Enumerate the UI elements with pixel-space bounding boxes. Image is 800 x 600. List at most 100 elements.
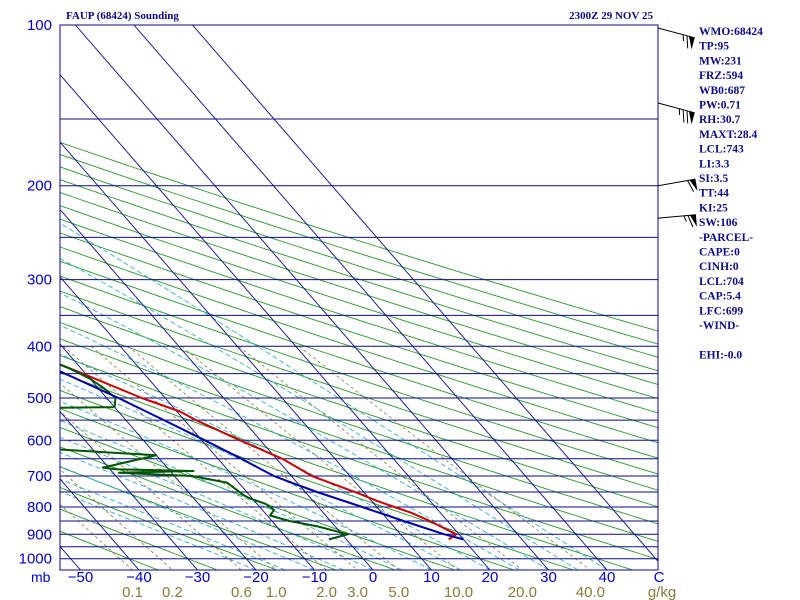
mixing-ratio-axis: 0.1 0.2 0.6 1.0 2.0 3.0 5.0 10.0 20.0 40.0 g/kg xyxy=(122,584,676,600)
dry-adiabat xyxy=(60,260,658,459)
mixing-ratio-line xyxy=(181,345,459,570)
wind-barb-staff xyxy=(657,102,695,114)
wind-barb xyxy=(657,27,695,50)
temperature-tick-label: 40 xyxy=(599,569,616,586)
index-line: WB0:687 xyxy=(699,85,745,97)
moist-adiabat xyxy=(60,419,403,570)
isotherm xyxy=(192,25,658,563)
mixing-ratio-line xyxy=(60,382,277,570)
moist-adiabat xyxy=(60,257,579,570)
dry-adiabat xyxy=(60,426,455,570)
dry-adiabat xyxy=(60,205,658,400)
wind-barb xyxy=(657,214,697,228)
pressure-tick-label: 300 xyxy=(27,272,52,289)
mixing-ratio-label: 2.0 xyxy=(316,584,337,600)
dry-adiabat xyxy=(60,321,658,525)
dry-adiabat xyxy=(60,290,658,491)
mixing-ratio-label: 20.0 xyxy=(508,584,537,600)
wind-barb-flag xyxy=(687,180,695,192)
wind-barbs xyxy=(657,27,698,228)
wind-barb-staff xyxy=(657,178,696,187)
index-line: PW:0.71 xyxy=(699,100,741,112)
dry-adiabat xyxy=(60,408,515,570)
index-line: MAXT:28.4 xyxy=(699,129,757,141)
dry-adiabat xyxy=(60,306,658,508)
mixing-ratio-label: 10.0 xyxy=(444,584,473,600)
pressure-tick-label: 900 xyxy=(27,526,52,543)
wind-barb-flag xyxy=(686,35,689,49)
wind-barb xyxy=(657,178,698,192)
pressure-tick-label: 500 xyxy=(27,390,52,407)
dry-adiabat xyxy=(60,354,658,560)
dry-adiabat xyxy=(60,246,658,444)
wind-barb-pennant xyxy=(689,179,698,191)
isotherm xyxy=(60,73,491,570)
wind-barb-pennant xyxy=(688,111,695,125)
wind-barb xyxy=(657,102,695,125)
mixing-ratio-label: 0.2 xyxy=(162,584,183,600)
mixing-ratio-line xyxy=(60,469,173,570)
isotherm xyxy=(60,208,374,570)
dry-adiabat xyxy=(60,275,658,475)
temperature-axis: −50 −40 −30 −20 −10 0 10 20 30 40 C xyxy=(68,569,665,586)
pressure-tick-label: 200 xyxy=(27,178,52,195)
index-line: KI:25 xyxy=(699,202,728,214)
temperature-tick-label: −30 xyxy=(185,569,210,586)
chart-time: 2300Z 29 NOV 25 xyxy=(569,10,653,22)
mixing-ratio-label: 40.0 xyxy=(576,584,605,600)
temperature-tick-label: −50 xyxy=(68,569,93,586)
isotherm xyxy=(60,276,315,570)
index-line: CAP:5.4 xyxy=(699,291,741,303)
plot-frame xyxy=(59,24,659,571)
mixing-ratio-line xyxy=(90,345,358,570)
temperature-tick-label: 0 xyxy=(369,569,377,586)
index-line: TP:95 xyxy=(699,41,729,53)
temperature-tick-label: 30 xyxy=(540,569,557,586)
mixing-ratio-line xyxy=(128,345,400,570)
pressure-tick-label: 100 xyxy=(27,17,52,34)
mixing-ratio-line xyxy=(60,503,133,570)
isotherm xyxy=(75,25,549,570)
temperature-tick-label: −20 xyxy=(243,569,268,586)
moist-adiabat xyxy=(60,478,286,570)
moist-adiabat xyxy=(60,436,374,570)
dry-adiabat xyxy=(60,141,658,332)
index-line: -WIND- xyxy=(699,320,739,332)
index-line: WMO:68424 xyxy=(699,26,763,38)
moist-adiabat xyxy=(60,292,549,570)
moist-adiabat xyxy=(60,222,608,570)
dry-adiabat xyxy=(60,389,574,570)
mixing-ratio-unit: g/kg xyxy=(648,584,676,600)
temperature-tick-label: 20 xyxy=(482,569,499,586)
wind-barb-flag xyxy=(682,109,685,123)
mixing-ratio-line xyxy=(60,410,242,570)
dry-adiabat xyxy=(60,192,658,386)
pressure-tick-label: 400 xyxy=(27,338,52,355)
pressure-tick-label: 700 xyxy=(27,468,52,485)
index-line: TT:44 xyxy=(699,188,729,200)
dewpoint-profile xyxy=(60,363,349,541)
index-line: -PARCEL- xyxy=(699,232,753,244)
dry-adiabat xyxy=(60,508,218,570)
index-line: CAPE:0 xyxy=(699,247,740,259)
temperature-axis-unit: C xyxy=(654,569,665,586)
dry-adiabat xyxy=(60,232,658,429)
pressure-axis-unit: mb xyxy=(31,569,51,585)
chart-title: FAUP (68424) Sounding xyxy=(66,10,179,22)
index-line: RH:30.7 xyxy=(699,114,740,126)
index-line: SI:3.5 xyxy=(699,173,728,185)
mixing-ratio-label: 5.0 xyxy=(388,584,409,600)
wind-barb-half-flag xyxy=(683,215,687,222)
isotherm xyxy=(60,410,198,570)
dry-adiabat xyxy=(60,218,658,414)
dry-adiabat xyxy=(60,487,277,570)
temperature-profile xyxy=(60,363,458,541)
dry-adiabat xyxy=(60,179,658,372)
parcel-profile xyxy=(60,370,464,541)
wind-barb-pennant xyxy=(689,214,697,227)
dry-adiabat xyxy=(60,338,658,542)
index-line: LCL:743 xyxy=(699,144,744,156)
wind-barb-staff xyxy=(657,214,696,219)
isotherm xyxy=(60,141,432,570)
